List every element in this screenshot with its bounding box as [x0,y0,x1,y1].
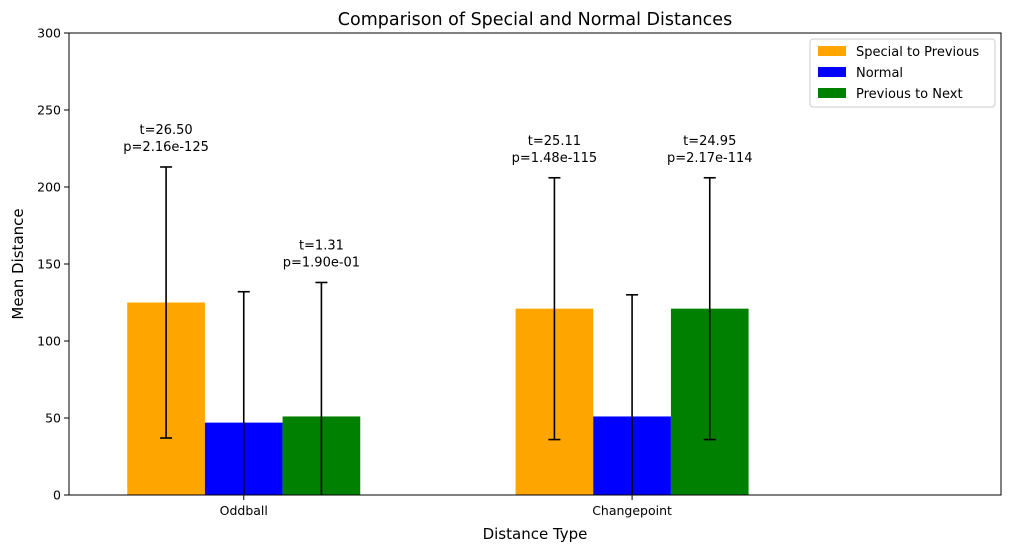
y-tick-label: 50 [45,411,61,426]
x-tick-label: Changepoint [592,503,672,518]
legend-swatch [818,46,846,56]
chart-title: Comparison of Special and Normal Distanc… [338,10,732,30]
annotation-t-value: t=26.50 [139,123,192,138]
legend-box [809,38,996,108]
y-tick-label: 150 [37,257,61,272]
annotation-p-value: p=1.48e-115 [512,151,598,166]
legend-label: Special to Previous [856,45,979,60]
plot-area: t=26.50 p=2.16e-125 t=1.31 p=1.90e-01 t=25.1… [37,26,1002,518]
x-axis-title: Distance Type [483,525,588,543]
annotation-p-value: p=2.16e-125 [123,140,209,155]
y-tick-label: 300 [37,26,61,41]
annotation-t-value: t=25.11 [528,134,581,149]
y-tick-label: 100 [37,334,61,349]
legend-swatch [818,88,846,98]
annotation-p-value: p=2.17e-114 [667,151,753,166]
annotation-t-value: t=24.95 [683,134,736,149]
y-axis-title: Mean Distance [9,208,27,319]
y-tick-label: 250 [37,103,61,118]
annotation-t-value: t=1.31 [299,238,344,253]
y-tick-label: 0 [53,488,61,503]
legend-label: Previous to Next [856,87,963,102]
x-tick-label: Oddball [220,503,268,518]
annotation-p-value: p=1.90e-01 [283,255,360,270]
y-tick-label: 200 [37,180,61,195]
legend-label: Normal [856,66,903,81]
legend-swatch [818,67,846,77]
